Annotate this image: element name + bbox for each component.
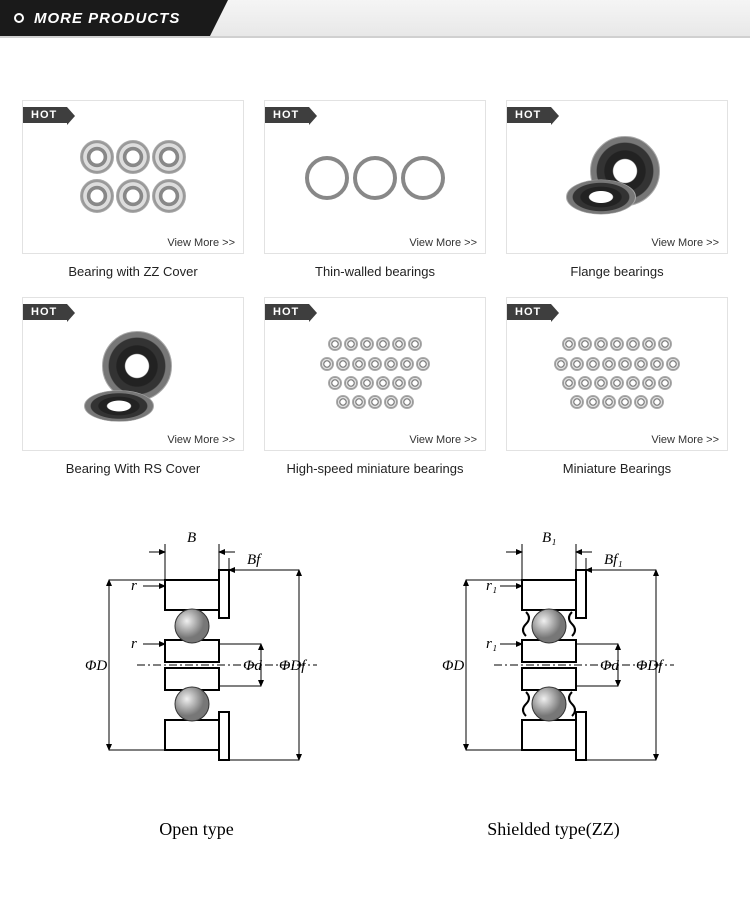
- dim-d: Φd: [243, 658, 262, 674]
- product-card: HOT View More >> Bearing With RS Cover: [22, 297, 244, 476]
- product-card: HOT View More >> Miniature Bearings: [506, 297, 728, 476]
- products-grid: HOT View More >> Bearing with ZZ Cover H…: [0, 40, 750, 506]
- product-thumb: [507, 127, 727, 229]
- dim-Bf: Bf: [247, 552, 262, 568]
- dim-Df: ΦDf: [636, 658, 664, 674]
- dim-r: r₁: [486, 636, 497, 652]
- product-title: Miniature Bearings: [506, 461, 728, 476]
- product-thumb: [265, 127, 485, 229]
- product-title: Thin-walled bearings: [264, 264, 486, 279]
- product-card: HOT View More >> Thin-walled bearings: [264, 100, 486, 279]
- dim-D: ΦD: [442, 658, 464, 674]
- hot-badge: HOT: [507, 304, 551, 320]
- dim-Bf: Bf₁: [604, 552, 623, 568]
- product-box[interactable]: HOT View More >>: [22, 100, 244, 254]
- hot-badge: HOT: [265, 304, 309, 320]
- product-title: Bearing With RS Cover: [22, 461, 244, 476]
- product-box[interactable]: HOT View More >>: [506, 297, 728, 451]
- diagram-open-type: B Bf r r ΦD Φd ΦDf Open type: [47, 526, 347, 840]
- diagram-caption: Shielded type(ZZ): [404, 819, 704, 840]
- diagrams-section: B Bf r r ΦD Φd ΦDf Open type: [0, 506, 750, 888]
- dim-r: r: [131, 636, 137, 652]
- dim-Df: ΦDf: [279, 658, 307, 674]
- diagram-svg: B Bf r r ΦD Φd ΦDf: [47, 526, 347, 796]
- hot-badge: HOT: [265, 107, 309, 123]
- product-box[interactable]: HOT View More >>: [22, 297, 244, 451]
- diagram-shielded-type: B₁ Bf₁ r₁ r₁ ΦD Φd ΦDf Shielded type(ZZ): [404, 526, 704, 840]
- product-box[interactable]: HOT View More >>: [264, 297, 486, 451]
- product-card: HOT View More >> High-speed miniature be…: [264, 297, 486, 476]
- hot-badge: HOT: [507, 107, 551, 123]
- diagram-caption: Open type: [47, 819, 347, 840]
- product-title: Bearing with ZZ Cover: [22, 264, 244, 279]
- view-more-link[interactable]: View More >>: [409, 237, 477, 249]
- view-more-link[interactable]: View More >>: [167, 434, 235, 446]
- hot-badge: HOT: [23, 107, 67, 123]
- product-box[interactable]: HOT View More >>: [506, 100, 728, 254]
- dim-D: ΦD: [85, 658, 107, 674]
- dim-B: B: [187, 530, 196, 546]
- product-title: Flange bearings: [506, 264, 728, 279]
- view-more-link[interactable]: View More >>: [651, 237, 719, 249]
- section-header-tab: MORE PRODUCTS: [0, 0, 228, 36]
- section-title: MORE PRODUCTS: [34, 10, 180, 27]
- bullet-icon: [14, 13, 24, 23]
- product-thumb: [507, 324, 727, 426]
- product-thumb: [23, 127, 243, 229]
- dim-r: r₁: [486, 578, 497, 594]
- product-title: High-speed miniature bearings: [264, 461, 486, 476]
- dim-d: Φd: [600, 658, 619, 674]
- view-more-link[interactable]: View More >>: [167, 237, 235, 249]
- product-thumb: [265, 324, 485, 426]
- product-box[interactable]: HOT View More >>: [264, 100, 486, 254]
- hot-badge: HOT: [23, 304, 67, 320]
- product-thumb: [23, 324, 243, 426]
- section-header-bar: MORE PRODUCTS: [0, 0, 750, 38]
- dim-r: r: [131, 578, 137, 594]
- product-card: HOT View More >> Flange bearings: [506, 100, 728, 279]
- dim-B: B₁: [542, 530, 556, 546]
- product-card: HOT View More >> Bearing with ZZ Cover: [22, 100, 244, 279]
- view-more-link[interactable]: View More >>: [651, 434, 719, 446]
- diagram-svg: B₁ Bf₁ r₁ r₁ ΦD Φd ΦDf: [404, 526, 704, 796]
- view-more-link[interactable]: View More >>: [409, 434, 477, 446]
